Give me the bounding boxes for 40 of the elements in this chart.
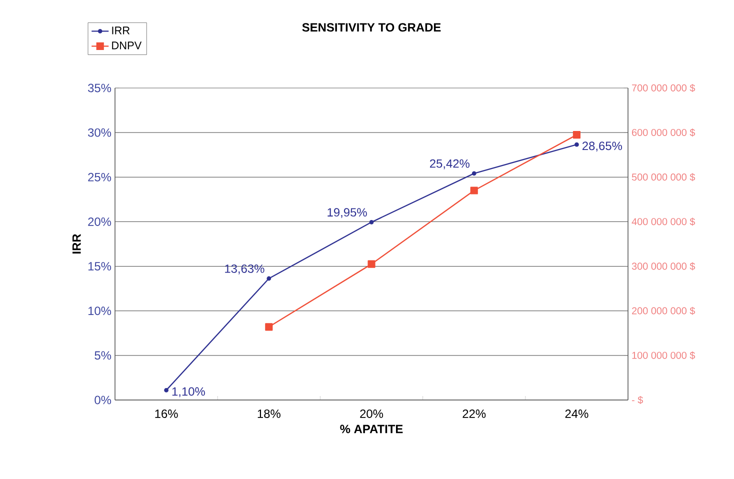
y2-tick-label: 700 000 000 $ (632, 84, 696, 92)
y2-tick-label: 100 000 000 $ (632, 351, 696, 360)
data-label: 13,63% (225, 264, 264, 274)
y2-tick-label: 300 000 000 $ (632, 262, 696, 270)
data-label: 25,42% (430, 159, 470, 170)
x-tick-label: 24% (565, 410, 588, 418)
y-tick-label: 5% (94, 351, 112, 360)
point (369, 220, 374, 224)
point (368, 260, 376, 268)
y-tick-label: 10% (88, 306, 112, 316)
y2-tick-label: 200 000 000 $ (632, 306, 696, 315)
y2-tick-label: - $ (632, 396, 643, 404)
y-tick-label: 15% (88, 262, 112, 270)
data-label: 28,65% (582, 142, 622, 152)
point (572, 131, 580, 139)
point (164, 388, 168, 392)
y2-tick-label: 500 000 000 $ (632, 173, 696, 182)
legend-label: DNPV (112, 42, 142, 50)
point (472, 171, 476, 176)
point (265, 323, 273, 331)
data-label: 19,95% (328, 208, 367, 218)
x-tick-label: 16% (155, 410, 178, 418)
x-tick-label: 20% (360, 410, 384, 418)
y2-tick-label: 400 000 000 $ (632, 218, 696, 226)
y-axis-title: IRR (72, 234, 81, 254)
y-tick-label: 0% (94, 396, 112, 404)
y-tick-label: 30% (88, 128, 112, 137)
y2-tick-label: 600 000 000 $ (632, 128, 696, 137)
x-tick-label: 18% (258, 410, 280, 418)
x-axis-title: % APATITE (340, 424, 403, 434)
point (470, 186, 478, 194)
legend-label: IRR (112, 26, 130, 34)
chart-title: SENSITIVITY TO GRADE (302, 23, 441, 32)
point (574, 142, 579, 147)
x-tick-label: 22% (462, 410, 486, 418)
y-tick-label: 25% (88, 172, 112, 182)
y-tick-label: 35% (88, 84, 112, 92)
y-tick-label: 20% (88, 217, 112, 226)
point (266, 276, 272, 281)
data-label: 1,10% (172, 387, 205, 398)
